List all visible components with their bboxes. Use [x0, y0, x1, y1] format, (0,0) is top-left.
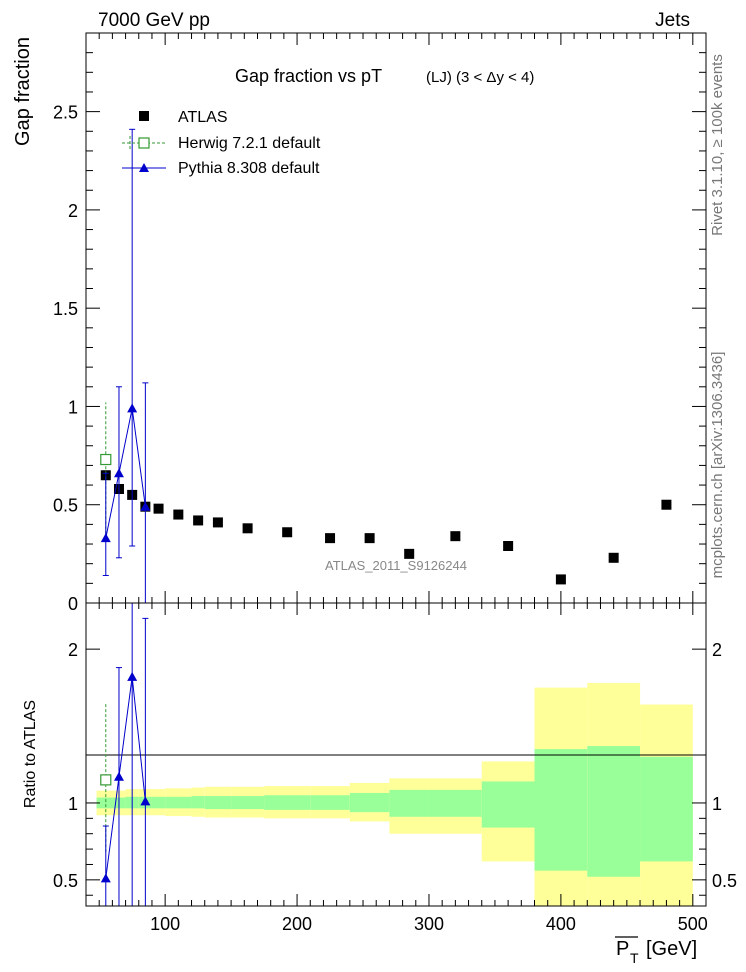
x-axis-label: P T [GeV] — [615, 936, 697, 966]
x-axis-label-unit: [GeV] — [646, 938, 697, 960]
legend-herwig-label: Herwig 7.2.1 default — [178, 135, 321, 152]
atlas-data-point — [212, 517, 223, 528]
pythia-ratio-line — [105, 676, 146, 879]
herwig-point — [100, 453, 112, 466]
atlas-data-point — [282, 527, 293, 538]
main-plot-panel: 0.5 1 1.5 2 2.5 Gap fraction vs pT (LJ) (3 <… — [53, 32, 707, 614]
y-axis-label: Gap fraction — [12, 37, 34, 146]
stat-uncertainty-band — [165, 796, 192, 809]
atlas-data-point — [242, 523, 253, 534]
x-tick-label: 400 — [546, 914, 576, 934]
y-tick-label: 1.5 — [53, 299, 78, 319]
ratio-plot-panel: 100 200 300 400 500 0.5 0.5 1 1 2 2 — [53, 602, 737, 934]
ratio-frame — [85, 602, 707, 907]
stat-uncertainty-band — [264, 795, 311, 810]
header-process-label: Jets — [655, 10, 690, 31]
pythia-point — [140, 501, 151, 511]
pythia-ratio-point — [100, 873, 111, 883]
ratio-y-axis-label: Ratio to ATLAS — [22, 700, 39, 808]
atlas-data-point — [364, 533, 375, 544]
stat-uncertainty-band — [587, 746, 641, 877]
pythia-point — [127, 403, 138, 413]
x-tick-label: 100 — [150, 914, 180, 934]
x-tick-label: 500 — [678, 914, 708, 934]
legend: ATLAS Herwig 7.2.1 default Pythia 8.308 … — [122, 109, 321, 177]
y-cut-tick-label: 0 — [68, 594, 78, 614]
y-tick-label: 2.5 — [53, 103, 78, 123]
herwig-ratio-point — [100, 774, 112, 786]
stat-uncertainty-band — [481, 781, 535, 828]
stat-uncertainty-band — [96, 797, 116, 809]
analysis-label: ATLAS_2011_S9126244 — [325, 558, 467, 573]
ratio-y-tick-label-right: 0.5 — [712, 871, 737, 891]
pythia-line — [105, 408, 146, 539]
ratio-data-marks — [100, 603, 151, 906]
atlas-data-point — [153, 503, 164, 514]
legend-atlas-marker — [139, 111, 149, 121]
x-axis-label-main: P — [616, 938, 629, 960]
ratio-y-tick-label: 1 — [68, 794, 78, 814]
chart-subtitle: (LJ) (3 < Δy < 4) — [426, 69, 534, 86]
x-tick-label: 200 — [282, 914, 312, 934]
stat-uncertainty-band — [204, 796, 232, 810]
pythia-ratio-point — [127, 671, 138, 681]
legend-pythia-marker — [139, 163, 149, 172]
y-tick-label: 1 — [68, 397, 78, 417]
main-data-marks — [100, 128, 672, 603]
stat-uncertainty-band — [640, 756, 693, 862]
stat-uncertainty-band — [310, 795, 350, 810]
atlas-data-point — [450, 531, 461, 542]
stat-uncertainty-band — [428, 789, 482, 817]
atlas-data-point — [661, 499, 672, 510]
header-energy-label: 7000 GeV pp — [98, 10, 210, 31]
atlas-data-point — [193, 515, 204, 526]
ratio-y-tick-label: 0.5 — [53, 871, 78, 891]
stat-uncertainty-band — [534, 749, 588, 871]
mcplots-label: mcplots.cern.ch [arXiv:1306.3436] — [709, 352, 726, 579]
stat-uncertainty-band — [191, 796, 205, 809]
y-tick-label: 2 — [68, 201, 78, 221]
ratio-y-tick-label: 2 — [68, 640, 78, 660]
ratio-uncertainty-bands — [96, 682, 693, 906]
ratio-y-tick-label-right: 1 — [712, 794, 722, 814]
atlas-data-point — [325, 533, 336, 544]
atlas-data-point — [503, 541, 514, 551]
x-axis-label-sub: T — [630, 950, 639, 966]
atlas-data-point — [608, 552, 619, 563]
pythia-ratio-point — [113, 771, 124, 781]
ratio-axis-ticks: 100 200 300 400 500 0.5 0.5 1 1 2 2 — [53, 603, 737, 934]
stat-uncertainty-band — [389, 789, 429, 817]
legend-herwig-marker — [138, 137, 150, 149]
legend-atlas-label: ATLAS — [178, 109, 228, 126]
chart-title: Gap fraction vs pT — [235, 66, 382, 86]
pythia-point — [100, 533, 111, 543]
stat-uncertainty-band — [231, 796, 265, 810]
pythia-ratio-point — [140, 796, 151, 806]
stat-uncertainty-band — [349, 792, 390, 813]
atlas-data-point — [404, 548, 415, 559]
ratio-y-tick-label-right: 2 — [712, 640, 722, 660]
atlas-data-point — [173, 509, 184, 520]
x-tick-label: 300 — [414, 914, 444, 934]
y-tick-label: 0.5 — [53, 496, 78, 516]
rivet-label: Rivet 3.1.10, ≥ 100k events — [709, 54, 726, 236]
atlas-data-point — [555, 574, 566, 585]
stat-uncertainty-band — [115, 797, 126, 809]
legend-pythia-label: Pythia 8.308 default — [178, 160, 320, 177]
pythia-point — [113, 468, 124, 478]
main-axis-ticks: 0.5 1 1.5 2 2.5 — [53, 33, 706, 603]
stat-uncertainty-band — [151, 796, 166, 809]
